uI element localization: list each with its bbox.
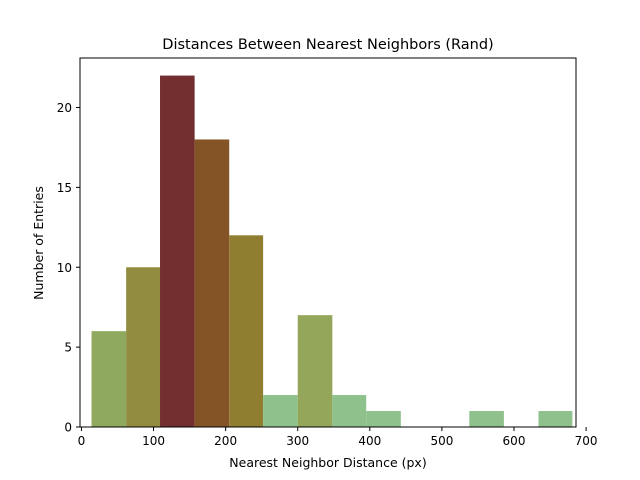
histogram-bar — [366, 411, 401, 427]
x-tick-label: 200 — [214, 434, 237, 448]
x-tick-label: 500 — [430, 434, 453, 448]
y-tick-label: 5 — [64, 341, 72, 355]
ticks-group: 0 100 200 300 400 500 600 700 0 5 10 15 20 — [57, 101, 598, 448]
histogram-bar — [332, 395, 367, 427]
x-tick-label: 700 — [575, 434, 598, 448]
x-tick-label: 300 — [286, 434, 309, 448]
histogram-bar — [160, 75, 195, 427]
x-tick-label: 0 — [78, 434, 86, 448]
histogram-bar — [263, 395, 298, 427]
bars-group — [91, 75, 573, 427]
histogram-bar — [91, 331, 127, 427]
y-tick-label: 0 — [64, 421, 72, 435]
histogram-bar — [297, 315, 333, 427]
y-tick-label: 20 — [57, 101, 72, 115]
x-tick-label: 100 — [142, 434, 165, 448]
histogram-bar — [469, 411, 504, 427]
chart-title: Distances Between Nearest Neighbors (Ran… — [162, 37, 493, 53]
histogram-bar — [229, 235, 264, 427]
histogram-bar — [194, 139, 230, 427]
histogram-bar — [538, 411, 573, 427]
x-axis-label: Nearest Neighbor Distance (px) — [229, 455, 426, 470]
x-tick-label: 400 — [358, 434, 381, 448]
y-tick-label: 15 — [57, 181, 72, 195]
x-tick-label: 600 — [503, 434, 526, 448]
y-axis-label: Number of Entries — [31, 186, 46, 300]
histogram-bar — [126, 267, 161, 427]
y-tick-label: 10 — [57, 261, 72, 275]
plot-frame — [79, 57, 577, 428]
